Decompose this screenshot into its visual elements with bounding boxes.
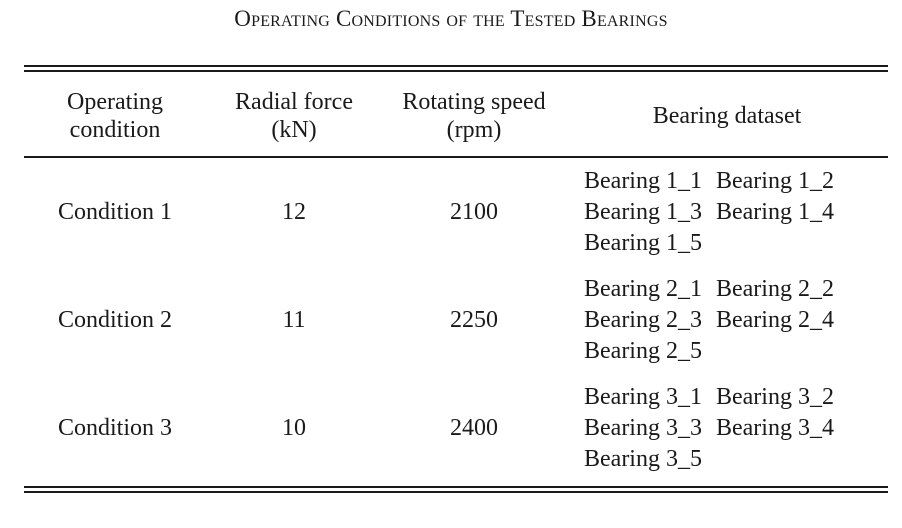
cell-bearing-dataset: Bearing 3_1 Bearing 3_2 Bearing 3_3 Bearin… <box>566 374 888 482</box>
cell-rotating-speed: 2100 <box>450 198 498 225</box>
header-rotating-speed-line2: (rpm) <box>446 117 502 143</box>
dataset-line: Bearing 1_3 Bearing 1_4 <box>584 197 888 228</box>
cell-rotating-speed: 2400 <box>450 414 498 441</box>
dataset-line: Bearing 3_5 <box>584 444 888 475</box>
dataset-line: Bearing 2_5 <box>584 336 888 367</box>
dataset-item: Bearing 2_2 <box>715 275 834 302</box>
dataset-line: Bearing 3_3 Bearing 3_4 <box>584 413 888 444</box>
table-row: Condition 1 12 2100 Bearing 1_1 Bearing 1… <box>24 158 888 266</box>
dataset-item: Bearing 3_2 <box>715 383 834 410</box>
cell-rotating-speed: 2250 <box>450 306 498 333</box>
header-operating-condition-line2: condition <box>69 117 161 143</box>
cell-bearing-dataset: Bearing 1_1 Bearing 1_2 Bearing 1_3 Bearin… <box>566 158 888 266</box>
dataset-item: Bearing 3_3 <box>584 414 702 441</box>
dataset-item: Bearing 3_4 <box>715 414 834 441</box>
dataset-line: Bearing 1_1 Bearing 1_2 <box>584 166 888 197</box>
dataset-item: Bearing 2_4 <box>715 306 834 333</box>
cell-radial-force: 12 <box>282 198 306 225</box>
header-operating-condition: Operating condition <box>24 74 206 158</box>
dataset-item: Bearing 2_3 <box>584 306 702 333</box>
cell-radial-force: 10 <box>282 414 306 441</box>
dataset-item: Bearing 1_5 <box>584 229 702 256</box>
bottom-rule-outer <box>24 491 888 493</box>
header-radial-force-line2: (kN) <box>271 117 317 143</box>
cell-condition: Condition 1 <box>57 198 172 225</box>
header-radial-force: Radial force (kN) <box>206 74 382 158</box>
dataset-item: Bearing 1_4 <box>715 198 834 225</box>
cell-bearing-dataset: Bearing 2_1 Bearing 2_2 Bearing 2_3 Bearin… <box>566 266 888 374</box>
cell-radial-force: 11 <box>282 306 306 333</box>
header-bearing-dataset: Bearing dataset <box>566 74 888 158</box>
header-bearing-dataset-line1: Bearing dataset <box>652 103 802 129</box>
dataset-item: Bearing 3_5 <box>584 445 702 472</box>
dataset-item: Bearing 2_1 <box>584 275 702 302</box>
dataset-line: Bearing 1_5 <box>584 228 888 259</box>
top-rule-inner <box>24 70 888 72</box>
top-rule-outer <box>24 65 888 67</box>
header-rotating-speed: Rotating speed (rpm) <box>382 74 566 158</box>
table-header-row: Operating condition Radial force (kN) Ro… <box>24 74 888 158</box>
cell-condition: Condition 3 <box>57 414 172 441</box>
dataset-line: Bearing 2_3 Bearing 2_4 <box>584 305 888 336</box>
header-operating-condition-line1: Operating <box>67 89 163 115</box>
table-row: Condition 3 10 2400 Bearing 3_1 Bearing 3… <box>24 374 888 482</box>
header-rotating-speed-line1: Rotating speed <box>402 89 546 115</box>
dataset-item: Bearing 2_5 <box>584 337 702 364</box>
table-row: Condition 2 11 2250 Bearing 2_1 Bearing 2… <box>24 266 888 374</box>
dataset-line: Bearing 3_1 Bearing 3_2 <box>584 382 888 413</box>
dataset-item: Bearing 1_3 <box>584 198 702 225</box>
header-radial-force-line1: Radial force <box>235 89 353 115</box>
table-caption: Operating Conditions of the Tested Beari… <box>234 6 668 31</box>
dataset-line: Bearing 2_1 Bearing 2_2 <box>584 274 888 305</box>
header-rule <box>24 156 888 158</box>
cell-condition: Condition 2 <box>57 306 172 333</box>
operating-conditions-table: Operating condition Radial force (kN) Ro… <box>24 74 888 482</box>
dataset-item: Bearing 1_1 <box>584 167 702 194</box>
dataset-item: Bearing 3_1 <box>584 383 702 410</box>
bottom-rule-inner <box>24 486 888 488</box>
dataset-item: Bearing 1_2 <box>715 167 834 194</box>
